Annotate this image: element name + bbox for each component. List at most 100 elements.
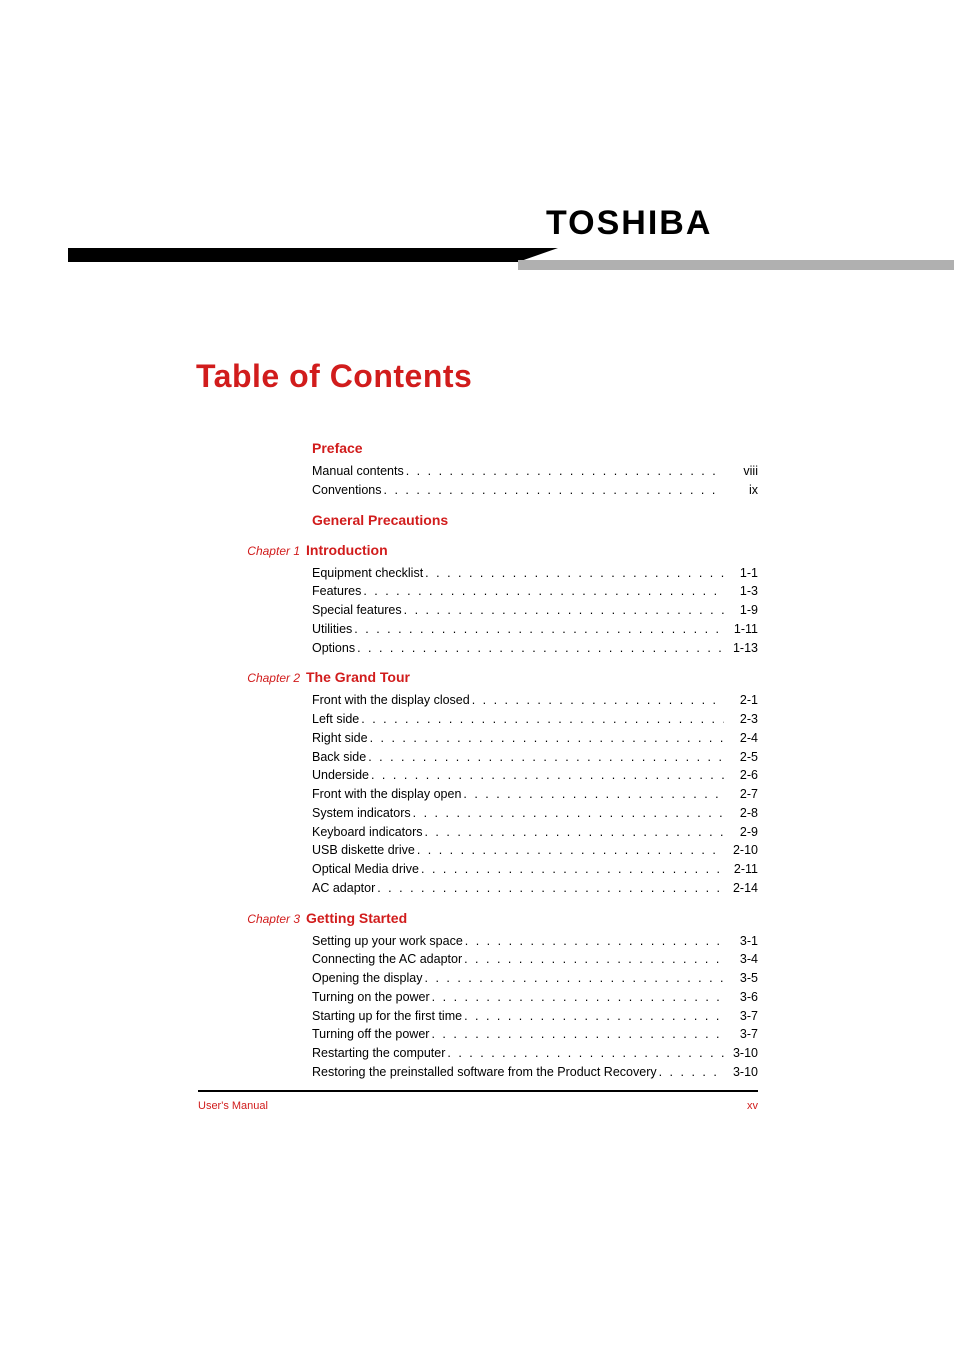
toc-entry-label: Underside — [312, 766, 369, 785]
section-title[interactable]: General Precautions — [312, 512, 448, 528]
toc-entry[interactable]: USB diskette drive2-10 — [312, 841, 758, 860]
toc-entry-label: Right side — [312, 729, 368, 748]
toc-leader-dots — [368, 729, 724, 748]
toc-entry[interactable]: Keyboard indicators 2-9 — [312, 823, 758, 842]
toc-entries: Setting up your work space3-1Connecting … — [312, 932, 758, 1082]
toc-entry[interactable]: Optical Media drive 2-11 — [312, 860, 758, 879]
toc-entry-label: Manual contents — [312, 462, 404, 481]
section-title[interactable]: The Grand Tour — [306, 669, 410, 685]
toc-leader-dots — [423, 969, 725, 988]
toc-entry[interactable]: Left side2-3 — [312, 710, 758, 729]
toc-entry[interactable]: Equipment checklist1-1 — [312, 564, 758, 583]
toc-entry[interactable]: Starting up for the first time 3-7 — [312, 1007, 758, 1026]
toc-entry-label: Utilities — [312, 620, 352, 639]
toc-leader-dots — [366, 748, 724, 767]
toc-entries: Equipment checklist1-1Features1-3Special… — [312, 564, 758, 658]
toc-entry-label: Starting up for the first time — [312, 1007, 462, 1026]
section-head: Preface — [312, 440, 758, 458]
toc-entry-label: USB diskette drive — [312, 841, 415, 860]
toc-entry-label: Setting up your work space — [312, 932, 463, 951]
chapter-label: Chapter 1 — [198, 542, 306, 558]
toc-leader-dots — [382, 481, 725, 500]
toc-entry-label: Turning on the power — [312, 988, 430, 1007]
toc-entry-page: 2-5 — [724, 748, 758, 767]
toc-leader-dots — [361, 582, 724, 601]
table-of-contents: Preface Manual contents viii Conventions ix G… — [198, 428, 758, 1082]
footer-left: User's Manual — [198, 1100, 268, 1112]
toc-entry-page: 2-1 — [724, 691, 758, 710]
toc-entry[interactable]: Underside 2-6 — [312, 766, 758, 785]
toc-entry[interactable]: Right side2-4 — [312, 729, 758, 748]
footer-rule — [198, 1090, 758, 1092]
toc-entry-label: Special features — [312, 601, 402, 620]
toc-entry[interactable]: Restoring the preinstalled software from… — [312, 1063, 758, 1082]
toc-entry-page: 3-10 — [724, 1063, 758, 1082]
toc-entry[interactable]: Conventions ix — [312, 481, 758, 500]
toc-entry[interactable]: Utilities1-11 — [312, 620, 758, 639]
toc-leader-dots — [415, 841, 724, 860]
section-title[interactable]: Preface — [312, 440, 363, 456]
toc-entry-label: Equipment checklist — [312, 564, 423, 583]
toc-leader-dots — [462, 1007, 724, 1026]
toc-section: Chapter 3Getting Started Setting up your … — [198, 910, 758, 1082]
toc-entry-label: Restarting the computer — [312, 1044, 445, 1063]
toc-entry[interactable]: Back side 2-5 — [312, 748, 758, 767]
toc-entry[interactable]: Special features 1-9 — [312, 601, 758, 620]
toc-leader-dots — [359, 710, 724, 729]
section-title[interactable]: Introduction — [306, 542, 388, 558]
toc-entry[interactable]: System indicators2-8 — [312, 804, 758, 823]
toc-entry[interactable]: Turning off the power3-7 — [312, 1025, 758, 1044]
toc-entry-label: Left side — [312, 710, 359, 729]
toc-entry[interactable]: Front with the display open 2-7 — [312, 785, 758, 804]
toc-entry-page: 2-7 — [724, 785, 758, 804]
toc-entry-page: ix — [724, 481, 758, 500]
toc-entry-page: 3-10 — [724, 1044, 758, 1063]
toc-entry-label: Opening the display — [312, 969, 423, 988]
toc-entry[interactable]: Restarting the computer 3-10 — [312, 1044, 758, 1063]
toc-leader-dots — [430, 988, 724, 1007]
section-head: Chapter 2The Grand Tour — [312, 669, 758, 687]
toc-leader-dots — [657, 1063, 724, 1082]
toc-leader-dots — [422, 823, 724, 842]
toc-entry-page: 2-8 — [724, 804, 758, 823]
toc-entry[interactable]: Features1-3 — [312, 582, 758, 601]
toc-entry[interactable]: Options 1-13 — [312, 639, 758, 658]
toc-leader-dots — [355, 639, 724, 658]
toc-entry-page: viii — [724, 462, 758, 481]
toc-section: General Precautions — [198, 512, 758, 530]
toc-entry-label: Optical Media drive — [312, 860, 419, 879]
toc-entry-page: 1-13 — [724, 639, 758, 658]
toc-entry-page: 3-7 — [724, 1007, 758, 1026]
toc-entry-page: 2-9 — [724, 823, 758, 842]
section-head: Chapter 3Getting Started — [312, 910, 758, 928]
toc-entry-label: Front with the display open — [312, 785, 461, 804]
section-title[interactable]: Getting Started — [306, 910, 407, 926]
toc-entry-label: Turning off the power — [312, 1025, 429, 1044]
toc-leader-dots — [429, 1025, 724, 1044]
page-title: Table of Contents — [196, 358, 472, 395]
toc-entry[interactable]: Setting up your work space 3-1 — [312, 932, 758, 951]
toc-entry[interactable]: Manual contents viii — [312, 462, 758, 481]
toc-section: Chapter 1Introduction Equipment checklist… — [198, 542, 758, 658]
banner-gray-bar — [518, 260, 954, 270]
toc-entry[interactable]: AC adaptor2-14 — [312, 879, 758, 898]
toc-entry-label: Conventions — [312, 481, 382, 500]
toc-entry[interactable]: Connecting the AC adaptor 3-4 — [312, 950, 758, 969]
toc-entry-label: Connecting the AC adaptor — [312, 950, 462, 969]
toc-leader-dots — [463, 932, 724, 951]
toc-entry[interactable]: Opening the display 3-5 — [312, 969, 758, 988]
toc-entry-label: Options — [312, 639, 355, 658]
section-head: Chapter 1Introduction — [312, 542, 758, 560]
toc-leader-dots — [402, 601, 724, 620]
toc-entry-label: Back side — [312, 748, 366, 767]
toc-entry[interactable]: Turning on the power3-6 — [312, 988, 758, 1007]
toc-entry-page: 2-6 — [724, 766, 758, 785]
toc-entry[interactable]: Front with the display closed2-1 — [312, 691, 758, 710]
toc-entry-label: Keyboard indicators — [312, 823, 422, 842]
toc-entry-page: 2-14 — [724, 879, 758, 898]
toc-entry-page: 2-11 — [724, 860, 758, 879]
toc-entry-page: 3-4 — [724, 950, 758, 969]
toc-entry-page: 3-1 — [724, 932, 758, 951]
toc-entry-page: 3-5 — [724, 969, 758, 988]
toc-entry-page: 1-9 — [724, 601, 758, 620]
